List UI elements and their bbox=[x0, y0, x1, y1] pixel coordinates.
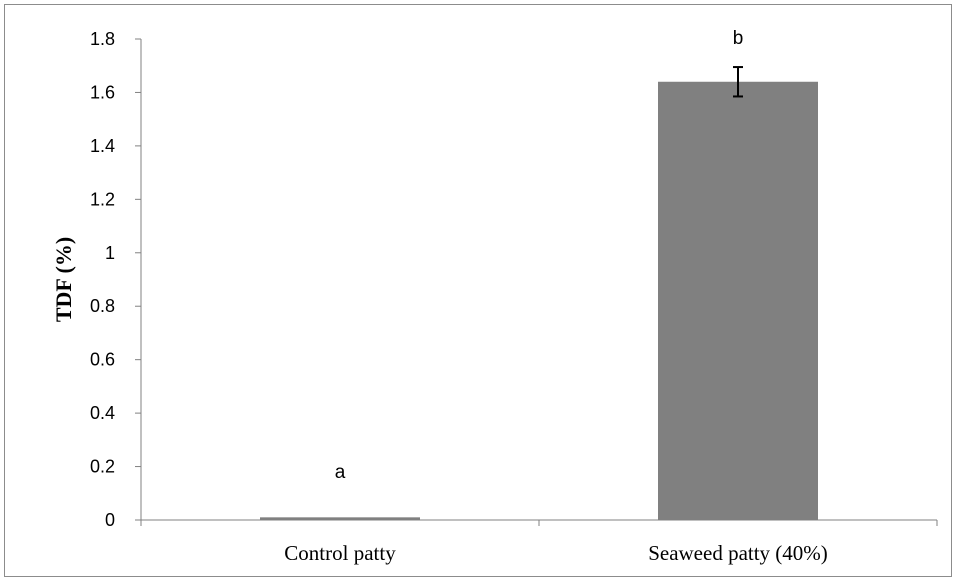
bars bbox=[260, 81, 818, 520]
significance-labels: ab bbox=[335, 28, 744, 483]
category-label: Control patty bbox=[284, 541, 396, 565]
category-labels: Control patty Seaweed patty (40%) bbox=[284, 541, 828, 565]
y-tick-label: 1.4 bbox=[90, 136, 115, 156]
y-tick-label: 1.8 bbox=[90, 29, 115, 49]
y-axis-ticks: 0 0.2 0.4 0.6 0.8 1 1.2 1.4 1.6 1.8 bbox=[90, 29, 141, 530]
significance-label: a bbox=[335, 462, 346, 483]
bar bbox=[658, 81, 818, 520]
category-label: Seaweed patty (40%) bbox=[648, 541, 828, 565]
y-tick-label: 1.6 bbox=[90, 82, 115, 102]
y-tick-label: 1.2 bbox=[90, 189, 115, 209]
y-tick-label: 0.2 bbox=[90, 457, 115, 477]
error-bars bbox=[733, 66, 743, 98]
y-tick-label: 0.4 bbox=[90, 403, 115, 423]
y-tick-label: 0 bbox=[105, 510, 115, 530]
y-tick-label: 0.8 bbox=[90, 296, 115, 316]
x-axis-ticks bbox=[140, 520, 938, 526]
chart-frame: 0 0.2 0.4 0.6 0.8 1 1.2 1.4 1.6 1.8 Control patty… bbox=[4, 4, 952, 577]
y-tick-label: 0.6 bbox=[90, 350, 115, 370]
y-tick-label: 1 bbox=[105, 243, 115, 263]
bar bbox=[260, 517, 420, 520]
significance-label: b bbox=[733, 28, 744, 49]
bar-chart: 0 0.2 0.4 0.6 0.8 1 1.2 1.4 1.6 1.8 Control patty… bbox=[51, 28, 938, 565]
y-axis-label: TDF (%) bbox=[51, 237, 76, 322]
